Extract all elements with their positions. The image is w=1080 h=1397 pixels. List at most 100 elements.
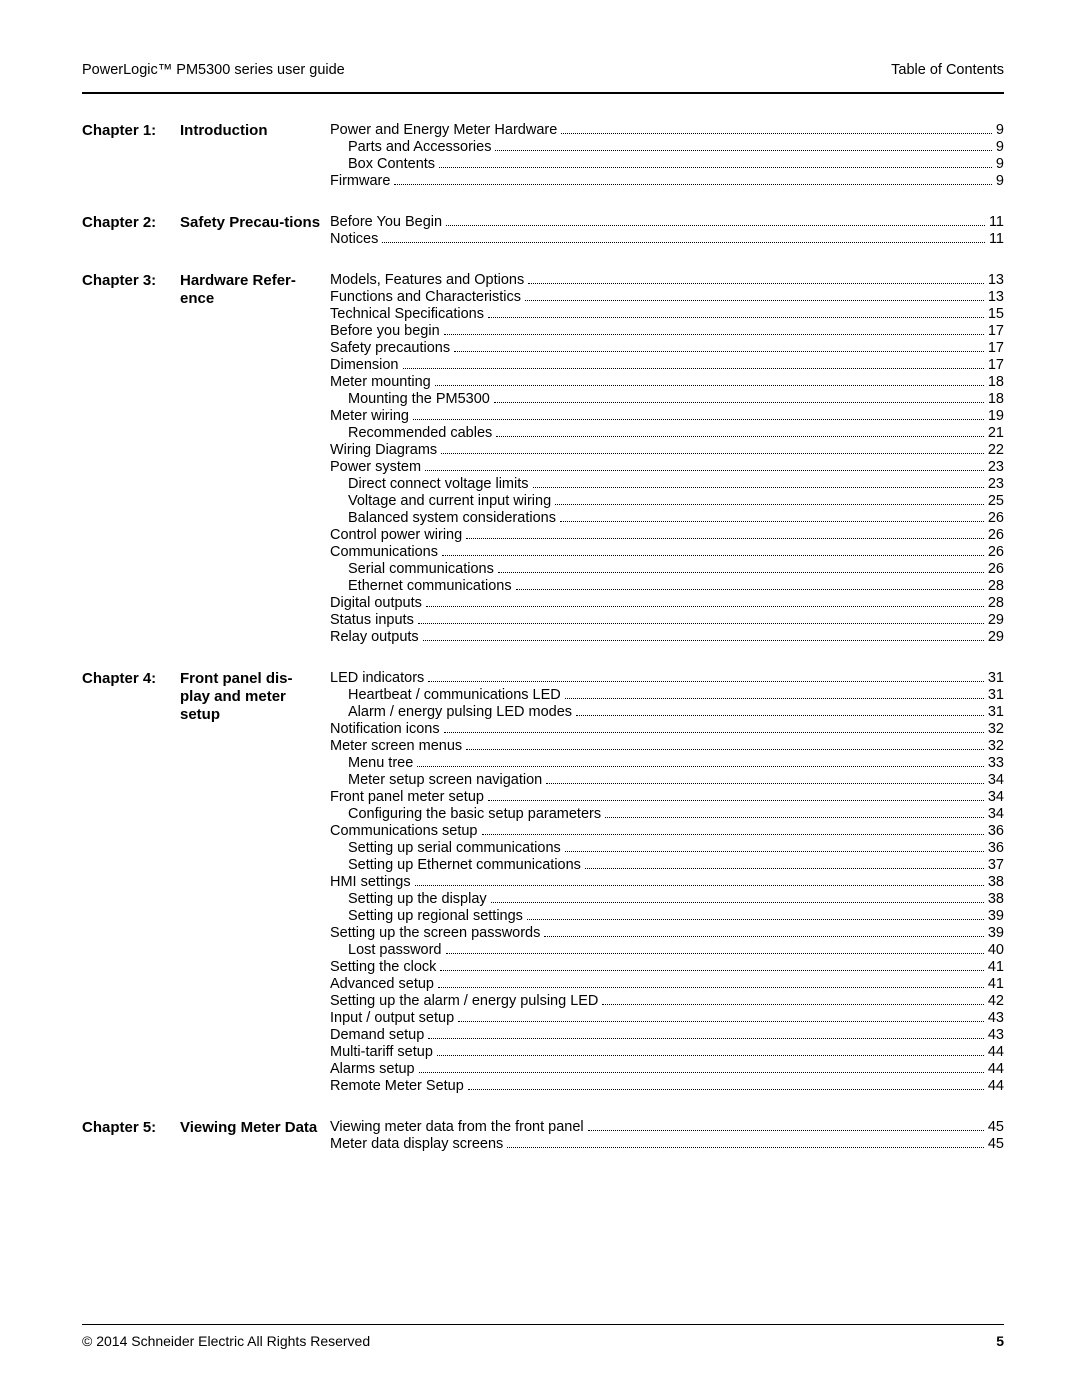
toc-entry: Advanced setup 41 xyxy=(330,976,1004,993)
footer-copyright: © 2014 Schneider Electric All Rights Res… xyxy=(82,1333,370,1349)
toc-entry: Functions and Characteristics 13 xyxy=(330,289,1004,306)
toc-entry-page: 17 xyxy=(988,340,1004,357)
toc-entry-label: Meter mounting xyxy=(330,374,431,391)
toc-entry-page: 29 xyxy=(988,629,1004,646)
toc-leader-dots xyxy=(525,300,984,301)
toc-entry-label: Safety precautions xyxy=(330,340,450,357)
toc-leader-dots xyxy=(437,1055,984,1056)
toc-leader-dots xyxy=(382,242,985,243)
toc-entry: Multi-tariff setup 44 xyxy=(330,1044,1004,1061)
toc-leader-dots xyxy=(439,167,992,168)
footer-page-number: 5 xyxy=(996,1333,1004,1349)
header-guide-title: PowerLogic™ PM5300 series user guide xyxy=(82,62,345,78)
toc-entry: Menu tree 33 xyxy=(330,755,1004,772)
toc-entry-page: 41 xyxy=(988,959,1004,976)
toc-entry: Voltage and current input wiring 25 xyxy=(330,493,1004,510)
chapter-title: Hardware Refer-ence xyxy=(180,272,330,646)
toc-entry-page: 43 xyxy=(988,1027,1004,1044)
toc-entry-label: Configuring the basic setup parameters xyxy=(330,806,601,823)
toc-entry: Balanced system considerations 26 xyxy=(330,510,1004,527)
toc-entry-label: Communications setup xyxy=(330,823,478,840)
chapter-number: Chapter 3: xyxy=(82,272,180,646)
toc-entry: Technical Specifications 15 xyxy=(330,306,1004,323)
toc-entry-page: 29 xyxy=(988,612,1004,629)
toc-entry-label: Mounting the PM5300 xyxy=(330,391,490,408)
toc-leader-dots xyxy=(446,953,984,954)
toc-entry-label: Communications xyxy=(330,544,438,561)
toc-entry-page: 44 xyxy=(988,1078,1004,1095)
toc-entry-label: Meter setup screen navigation xyxy=(330,772,542,789)
toc-entry: Parts and Accessories 9 xyxy=(330,139,1004,156)
footer-rule xyxy=(82,1324,1004,1325)
toc-leader-dots xyxy=(419,1072,984,1073)
toc-leader-dots xyxy=(528,283,984,284)
toc-leader-dots xyxy=(446,225,985,226)
toc-leader-dots xyxy=(498,572,984,573)
page-header: PowerLogic™ PM5300 series user guide Tab… xyxy=(82,62,1004,92)
chapter-block: Chapter 4:Front panel dis-play and meter… xyxy=(82,670,1004,1095)
chapter-block: Chapter 5:Viewing Meter DataViewing mete… xyxy=(82,1119,1004,1153)
toc-entry-page: 13 xyxy=(988,289,1004,306)
toc-entry-label: Heartbeat / communications LED xyxy=(330,687,561,704)
toc-entry-label: Notices xyxy=(330,231,378,248)
toc-leader-dots xyxy=(444,334,984,335)
toc-entry-label: Before You Begin xyxy=(330,214,442,231)
chapter-block: Chapter 3:Hardware Refer-enceModels, Fea… xyxy=(82,272,1004,646)
toc-leader-dots xyxy=(444,732,984,733)
toc-entry-page: 42 xyxy=(988,993,1004,1010)
chapter-number: Chapter 5: xyxy=(82,1119,180,1153)
toc-leader-dots xyxy=(565,698,984,699)
toc-entry-page: 13 xyxy=(988,272,1004,289)
toc-entry-page: 9 xyxy=(996,139,1004,156)
toc-entry: Input / output setup 43 xyxy=(330,1010,1004,1027)
toc-entry-page: 28 xyxy=(988,578,1004,595)
toc-leader-dots xyxy=(488,800,984,801)
toc-entry-label: Setting up the alarm / energy pulsing LE… xyxy=(330,993,598,1010)
toc-leader-dots xyxy=(417,766,984,767)
toc-entry: Setting up the screen passwords 39 xyxy=(330,925,1004,942)
toc-entry: Setting the clock 41 xyxy=(330,959,1004,976)
toc-entry-label: Lost password xyxy=(330,942,442,959)
toc-entry-label: Technical Specifications xyxy=(330,306,484,323)
toc-leader-dots xyxy=(418,623,984,624)
toc-leader-dots xyxy=(533,487,984,488)
toc-entry: Meter setup screen navigation 34 xyxy=(330,772,1004,789)
toc-entry-page: 9 xyxy=(996,122,1004,139)
toc-leader-dots xyxy=(546,783,984,784)
toc-leader-dots xyxy=(516,589,984,590)
header-section-title: Table of Contents xyxy=(891,62,1004,78)
toc-entry-page: 39 xyxy=(988,925,1004,942)
toc-entry-page: 19 xyxy=(988,408,1004,425)
toc-entry: Setting up regional settings 39 xyxy=(330,908,1004,925)
toc-entry-page: 22 xyxy=(988,442,1004,459)
toc-leader-dots xyxy=(428,1038,984,1039)
toc-entry-label: Meter screen menus xyxy=(330,738,462,755)
chapter-title: Safety Precau-tions xyxy=(180,214,330,248)
toc-entry-label: Voltage and current input wiring xyxy=(330,493,551,510)
toc-entry-label: Digital outputs xyxy=(330,595,422,612)
toc-entry: Demand setup 43 xyxy=(330,1027,1004,1044)
chapter-block: Chapter 1:IntroductionPower and Energy M… xyxy=(82,122,1004,190)
toc-leader-dots xyxy=(394,184,992,185)
toc-leader-dots xyxy=(491,902,984,903)
toc-entry-page: 34 xyxy=(988,806,1004,823)
toc-entry: Communications setup 36 xyxy=(330,823,1004,840)
toc-entry-page: 28 xyxy=(988,595,1004,612)
toc-entry-label: Demand setup xyxy=(330,1027,424,1044)
toc-leader-dots xyxy=(576,715,984,716)
toc-entry: Notices 11 xyxy=(330,231,1004,248)
toc-leader-dots xyxy=(435,385,984,386)
chapter-number: Chapter 4: xyxy=(82,670,180,1095)
toc-entry-label: Balanced system considerations xyxy=(330,510,556,527)
toc-leader-dots xyxy=(413,419,984,420)
toc-entry-label: Front panel meter setup xyxy=(330,789,484,806)
toc-entry-label: Firmware xyxy=(330,173,390,190)
toc-entry-page: 17 xyxy=(988,357,1004,374)
toc-entry-label: Meter data display screens xyxy=(330,1136,503,1153)
toc-entry-page: 34 xyxy=(988,789,1004,806)
toc-entry-label: Meter wiring xyxy=(330,408,409,425)
toc-entry-label: Alarm / energy pulsing LED modes xyxy=(330,704,572,721)
toc-entry: Status inputs 29 xyxy=(330,612,1004,629)
toc-entry-page: 45 xyxy=(988,1136,1004,1153)
toc-entry-label: Input / output setup xyxy=(330,1010,454,1027)
